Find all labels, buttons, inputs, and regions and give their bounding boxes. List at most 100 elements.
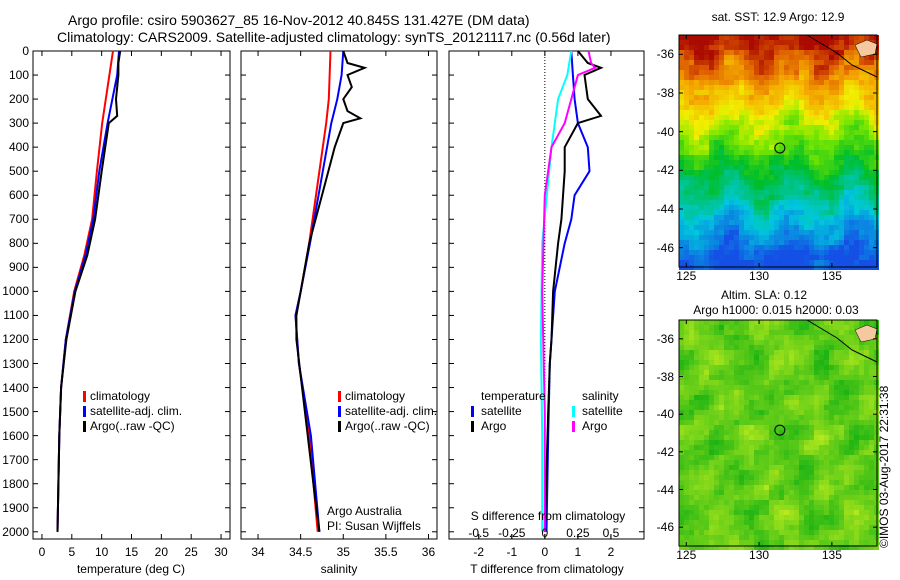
map-cell xyxy=(759,335,764,340)
map-cell xyxy=(764,350,769,355)
map-cell xyxy=(869,500,874,505)
map-cell xyxy=(869,385,874,390)
map-cell xyxy=(714,255,719,260)
map-cell xyxy=(789,170,794,175)
map-cell xyxy=(819,515,824,520)
map-cell xyxy=(844,165,849,170)
map-cell xyxy=(704,360,709,365)
map-cell xyxy=(864,130,869,135)
map-cell xyxy=(734,385,739,390)
map-cell xyxy=(709,125,714,130)
map-cell xyxy=(809,410,814,415)
map-cell xyxy=(789,395,794,400)
map-cell xyxy=(714,400,719,405)
map-cell xyxy=(789,355,794,360)
map-cell xyxy=(759,395,764,400)
map-cell xyxy=(864,440,869,445)
map-cell xyxy=(714,190,719,195)
map-cell xyxy=(834,70,839,75)
map-cell xyxy=(704,230,709,235)
map-cell xyxy=(824,80,829,85)
map-cell xyxy=(869,485,874,490)
map-cell xyxy=(714,135,719,140)
argo-position-marker xyxy=(774,424,786,436)
map-cell xyxy=(759,225,764,230)
map-cell xyxy=(799,190,804,195)
map-cell xyxy=(689,65,694,70)
map-cell xyxy=(849,415,854,420)
map-cell xyxy=(739,90,744,95)
map-cell xyxy=(744,320,749,325)
map-cell xyxy=(824,90,829,95)
map-cell xyxy=(829,395,834,400)
map-cell xyxy=(794,35,799,40)
map-cell xyxy=(839,125,844,130)
map-cell xyxy=(714,60,719,65)
map-cell xyxy=(724,70,729,75)
map-cell xyxy=(794,240,799,245)
map-cell xyxy=(779,210,784,215)
map-cell xyxy=(849,430,854,435)
map-cell xyxy=(759,170,764,175)
map-cell xyxy=(759,245,764,250)
map-cell xyxy=(794,445,799,450)
map-cell xyxy=(734,400,739,405)
map-cell xyxy=(749,130,754,135)
map-cell xyxy=(739,350,744,355)
map-cell xyxy=(754,435,759,440)
map-cell xyxy=(739,70,744,75)
map-cell xyxy=(799,340,804,345)
map-cell xyxy=(749,545,754,550)
map-cell xyxy=(734,60,739,65)
map-cell xyxy=(804,525,809,530)
map-cell xyxy=(744,410,749,415)
map-cell xyxy=(839,545,844,550)
map-cell xyxy=(794,170,799,175)
map-cell xyxy=(689,475,694,480)
map-cell xyxy=(794,215,799,220)
map-cell xyxy=(764,165,769,170)
map-cell xyxy=(754,40,759,45)
map-cell xyxy=(809,245,814,250)
map-cell xyxy=(709,320,714,325)
map-cell xyxy=(684,440,689,445)
map-cell xyxy=(719,445,724,450)
map-cell xyxy=(814,370,819,375)
map-cell xyxy=(834,130,839,135)
map-cell xyxy=(754,500,759,505)
map-cell xyxy=(694,475,699,480)
map-cell xyxy=(799,485,804,490)
map-cell xyxy=(739,240,744,245)
map-cell xyxy=(789,345,794,350)
map-cell xyxy=(849,145,854,150)
map-cell xyxy=(774,200,779,205)
map-cell xyxy=(769,395,774,400)
map-cell xyxy=(849,205,854,210)
map-cell xyxy=(689,80,694,85)
map-cell xyxy=(779,95,784,100)
map-cell xyxy=(744,405,749,410)
map-cell xyxy=(779,235,784,240)
map-cell xyxy=(729,435,734,440)
map-cell xyxy=(819,195,824,200)
map-cell xyxy=(849,340,854,345)
map-cell xyxy=(744,485,749,490)
map-cell xyxy=(764,510,769,515)
map-cell xyxy=(714,515,719,520)
map-cell xyxy=(684,135,689,140)
map-cell xyxy=(859,155,864,160)
map-cell xyxy=(694,75,699,80)
map-cell xyxy=(794,540,799,545)
map-cell xyxy=(714,415,719,420)
map-cell xyxy=(709,420,714,425)
map-cell xyxy=(769,385,774,390)
map-cell xyxy=(774,130,779,135)
map-cell xyxy=(679,385,684,390)
map-cell xyxy=(794,475,799,480)
map-cell xyxy=(714,150,719,155)
map-cell xyxy=(739,210,744,215)
legend-label: Argo xyxy=(481,419,507,433)
map-cell xyxy=(854,515,859,520)
map-cell xyxy=(824,485,829,490)
map-cell xyxy=(699,135,704,140)
